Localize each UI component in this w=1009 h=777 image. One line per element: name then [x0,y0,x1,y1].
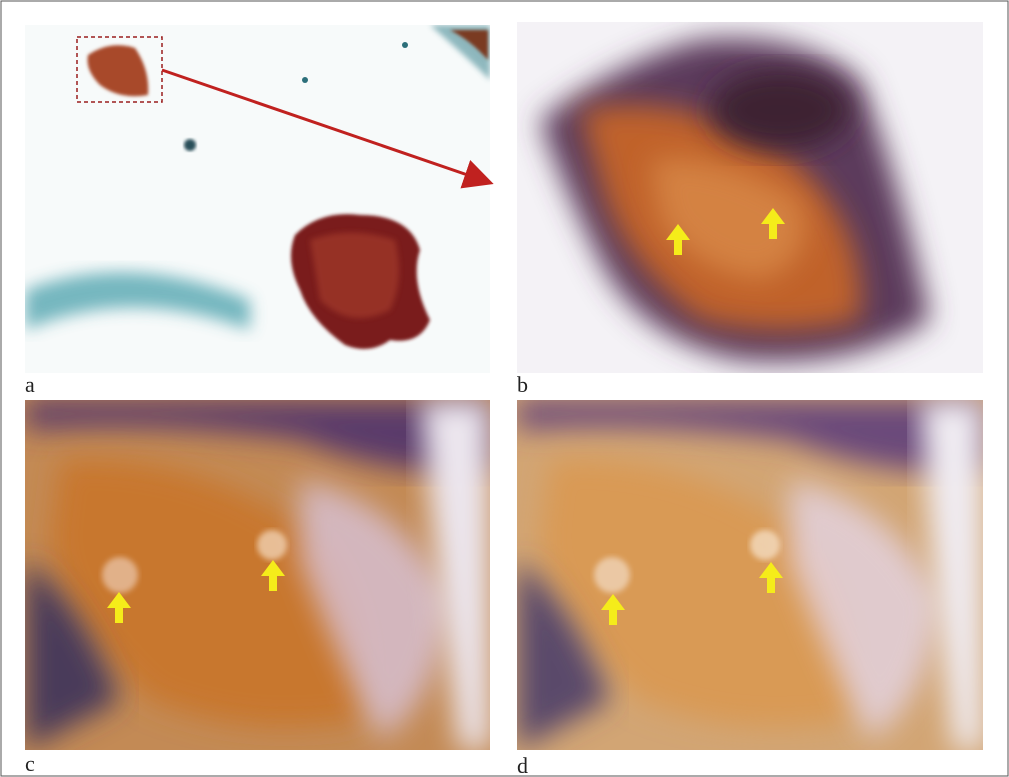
panel-a-image [25,25,490,373]
panel-label: d [517,753,528,777]
panel-c-image [25,400,490,750]
panel-d-image [517,400,983,750]
zoom-arrow [161,68,494,189]
zoom-box [76,36,163,103]
panel-b-image [517,22,983,373]
panel-label: b [517,372,528,397]
panel-label: a [25,372,35,397]
panel-label: c [25,751,35,776]
